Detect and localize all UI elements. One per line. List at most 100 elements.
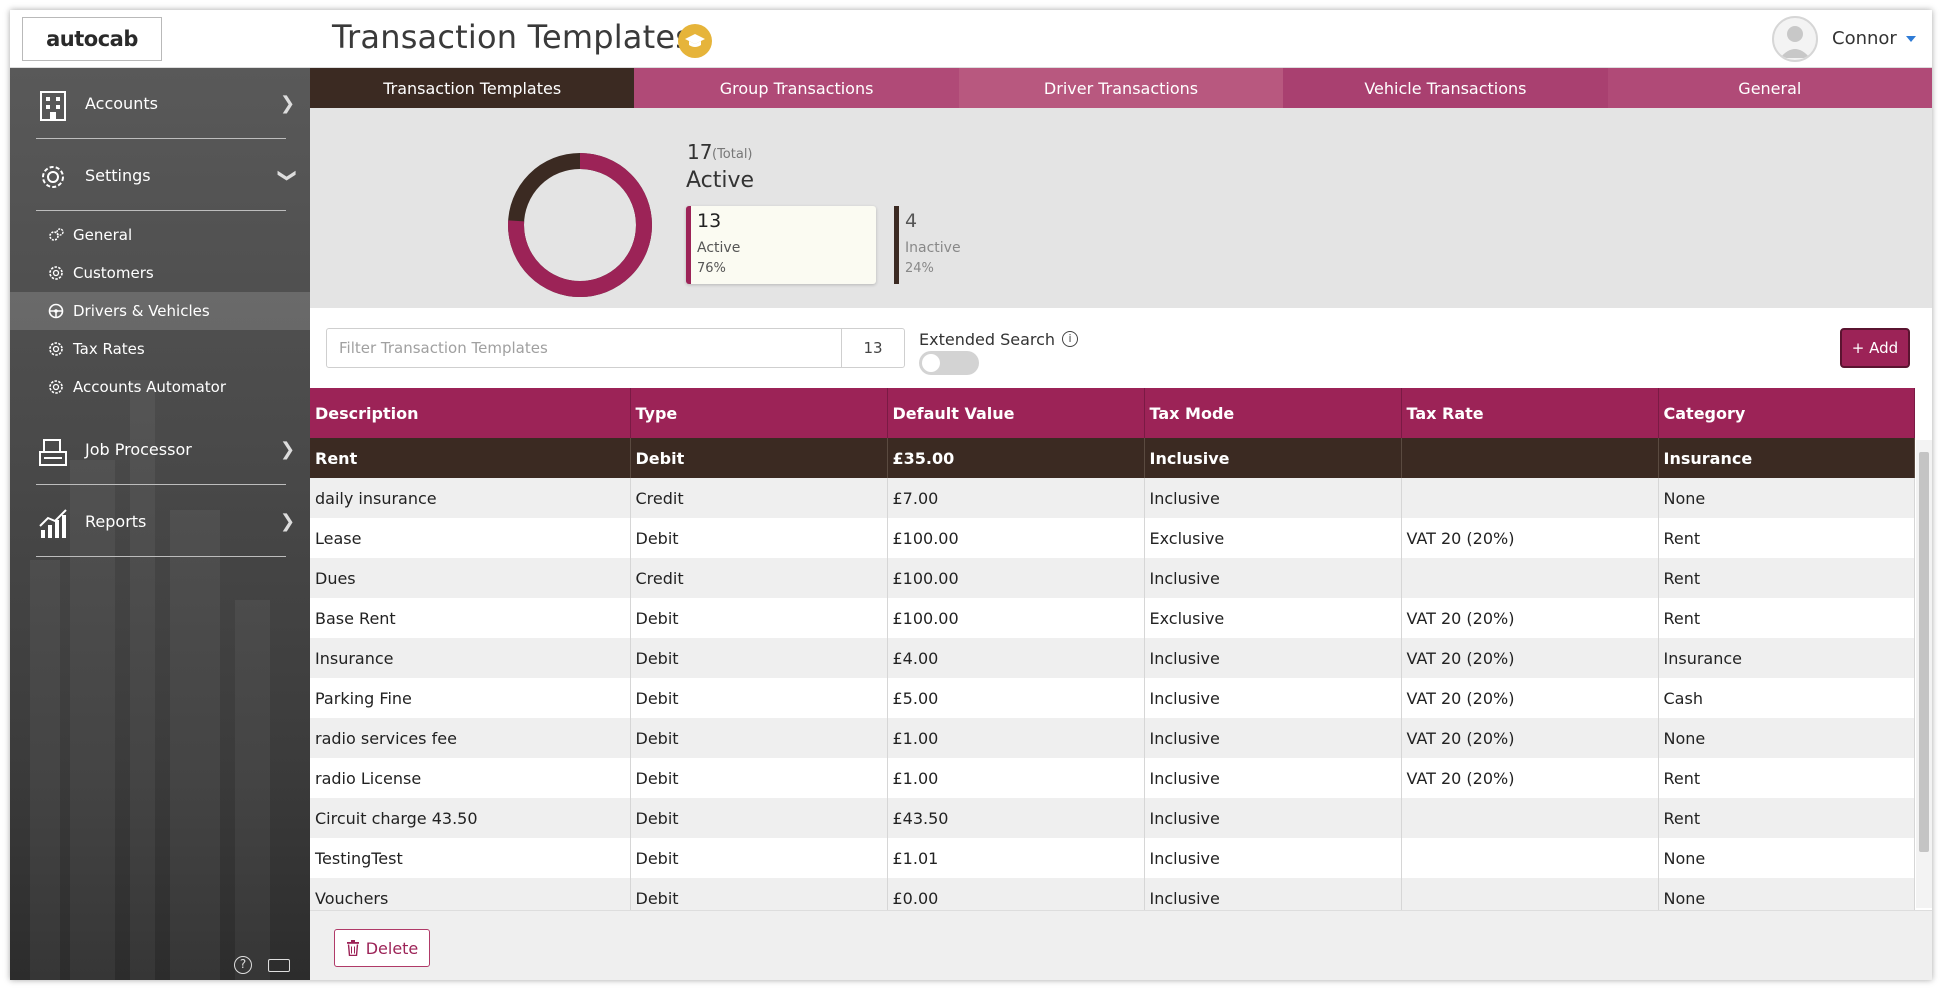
- sidebar-item-job-processor[interactable]: Job Processor ❯: [10, 414, 310, 484]
- table-row[interactable]: TestingTest Debit £1.01 Inclusive None: [310, 838, 1915, 878]
- cell-tax-mode: Inclusive: [1144, 478, 1402, 518]
- cell-category: None: [1658, 838, 1915, 878]
- cell-type: Debit: [630, 878, 888, 910]
- sidebar-item-label: Reports: [85, 511, 147, 531]
- column-header-type[interactable]: Type: [630, 388, 888, 438]
- cell-category: Rent: [1658, 558, 1915, 598]
- tab-vehicle-transactions[interactable]: Vehicle Transactions: [1283, 68, 1608, 108]
- sidebar-subitem-label: Tax Rates: [73, 340, 145, 358]
- table-row[interactable]: Base Rent Debit £100.00 Exclusive VAT 20 (20…: [310, 598, 1915, 638]
- filter-input[interactable]: [326, 328, 842, 368]
- sidebar-item-accounts[interactable]: Accounts ❯: [10, 68, 310, 138]
- inactive-count: 4: [905, 210, 918, 232]
- steering-wheel-icon: [48, 303, 64, 319]
- table-row[interactable]: Dues Credit £100.00 Inclusive Rent: [310, 558, 1915, 598]
- column-header-tax-mode[interactable]: Tax Mode: [1144, 388, 1402, 438]
- cell-description: Vouchers: [310, 878, 631, 910]
- cell-tax-rate: VAT 20 (20%): [1401, 638, 1659, 678]
- sidebar-subitem-tax-rates[interactable]: Tax Rates: [10, 330, 310, 368]
- background-skyline: [30, 560, 60, 980]
- cell-category: None: [1658, 878, 1915, 910]
- tab-driver-transactions[interactable]: Driver Transactions: [958, 68, 1284, 108]
- cell-tax-rate: [1401, 838, 1659, 878]
- active-percent: 76%: [697, 261, 726, 276]
- chevron-right-icon: ❯: [280, 510, 296, 532]
- divider: [36, 210, 286, 211]
- table-row[interactable]: Rent Debit £35.00 Inclusive Insurance: [310, 438, 1915, 478]
- divider: [36, 556, 286, 557]
- cell-description: daily insurance: [310, 478, 631, 518]
- cell-default-value: £5.00: [887, 678, 1145, 718]
- cell-default-value: £7.00: [887, 478, 1145, 518]
- cell-default-value: £0.00: [887, 878, 1145, 910]
- cell-description: Dues: [310, 558, 631, 598]
- gear-icon: [49, 266, 63, 280]
- sidebar-item-reports[interactable]: Reports ❯: [10, 486, 310, 556]
- table-row[interactable]: Insurance Debit £4.00 Inclusive VAT 20 (20%)…: [310, 638, 1915, 678]
- sidebar-subitem-customers[interactable]: Customers: [10, 254, 310, 292]
- table-row[interactable]: Lease Debit £100.00 Exclusive VAT 20 (20%) Re…: [310, 518, 1915, 558]
- cell-category: Rent: [1658, 798, 1915, 838]
- cell-default-value: £35.00: [887, 438, 1145, 478]
- sidebar-subitem-drivers-vehicles[interactable]: Drivers & Vehicles: [10, 292, 310, 330]
- extended-search-toggle[interactable]: [919, 351, 979, 375]
- cell-default-value: £1.00: [887, 758, 1145, 798]
- column-header-description[interactable]: Description: [310, 388, 631, 438]
- tab-general[interactable]: General: [1607, 68, 1932, 108]
- donut-active-segment: [508, 153, 652, 297]
- cell-tax-mode: Inclusive: [1144, 878, 1402, 910]
- tab-group-transactions[interactable]: Group Transactions: [634, 68, 959, 108]
- keyboard-icon[interactable]: [268, 959, 290, 972]
- autocab-logo[interactable]: autocab: [22, 17, 162, 61]
- help-icon[interactable]: ?: [234, 956, 252, 974]
- cell-category: Cash: [1658, 678, 1915, 718]
- cell-default-value: £4.00: [887, 638, 1145, 678]
- column-header-tax-rate[interactable]: Tax Rate: [1401, 388, 1659, 438]
- active-stat-card[interactable]: 13 Active 76%: [686, 206, 876, 284]
- toggle-knob: [922, 354, 940, 372]
- table-row[interactable]: daily insurance Credit £7.00 Inclusive None: [310, 478, 1915, 518]
- background-skyline: [235, 600, 270, 980]
- cell-description: Lease: [310, 518, 631, 558]
- user-name[interactable]: Connor: [1832, 28, 1897, 49]
- cell-tax-mode: Inclusive: [1144, 758, 1402, 798]
- table-header-row: Description Type Default Value Tax Mode …: [310, 388, 1915, 438]
- chart-icon: [39, 509, 67, 538]
- delete-button[interactable]: Delete: [334, 929, 430, 967]
- tab-label: General: [1738, 78, 1802, 98]
- cell-default-value: £100.00: [887, 518, 1145, 558]
- column-header-category[interactable]: Category: [1658, 388, 1915, 438]
- background-skyline: [170, 510, 220, 980]
- graduation-cap-icon[interactable]: [678, 24, 712, 58]
- table-row[interactable]: Vouchers Debit £0.00 Inclusive None: [310, 878, 1915, 910]
- column-header-default-value[interactable]: Default Value: [887, 388, 1145, 438]
- table-row[interactable]: radio services fee Debit £1.00 Inclusive VAT…: [310, 718, 1915, 758]
- info-icon[interactable]: i: [1062, 331, 1078, 347]
- cell-category: Rent: [1658, 598, 1915, 638]
- sidebar-item-settings[interactable]: Settings ❯: [10, 140, 310, 210]
- table-row[interactable]: Parking Fine Debit £5.00 Inclusive VAT 20 (2…: [310, 678, 1915, 718]
- cell-category: Rent: [1658, 518, 1915, 558]
- inactive-stat-card[interactable]: 4 Inactive 24%: [894, 206, 1004, 284]
- cell-type: Debit: [630, 718, 888, 758]
- user-avatar-icon[interactable]: [1772, 16, 1818, 62]
- cell-tax-mode: Inclusive: [1144, 798, 1402, 838]
- sidebar-subitem-label: Drivers & Vehicles: [73, 302, 210, 320]
- add-button[interactable]: + Add: [1840, 328, 1910, 368]
- cell-description: Rent: [310, 438, 631, 478]
- total-count: 17: [687, 140, 713, 164]
- scrollbar-thumb[interactable]: [1919, 452, 1929, 852]
- tab-transaction-templates[interactable]: Transaction Templates: [310, 68, 635, 117]
- cell-default-value: £100.00: [887, 558, 1145, 598]
- templates-table: Description Type Default Value Tax Mode …: [310, 388, 1915, 910]
- page-title: Transaction Templates: [332, 18, 693, 56]
- cell-tax-rate: VAT 20 (20%): [1401, 758, 1659, 798]
- table-scrollbar[interactable]: [1916, 440, 1932, 908]
- table-row[interactable]: Circuit charge 43.50 Debit £43.50 Inclusive…: [310, 798, 1915, 838]
- cell-description: radio License: [310, 758, 631, 798]
- table-row[interactable]: radio License Debit £1.00 Inclusive VAT 20 (…: [310, 758, 1915, 798]
- sidebar-subitem-general[interactable]: General: [10, 216, 310, 254]
- cell-tax-mode: Exclusive: [1144, 598, 1402, 638]
- chevron-down-icon[interactable]: [1906, 36, 1916, 42]
- sidebar-subitem-accounts-automator[interactable]: Accounts Automator: [10, 368, 310, 406]
